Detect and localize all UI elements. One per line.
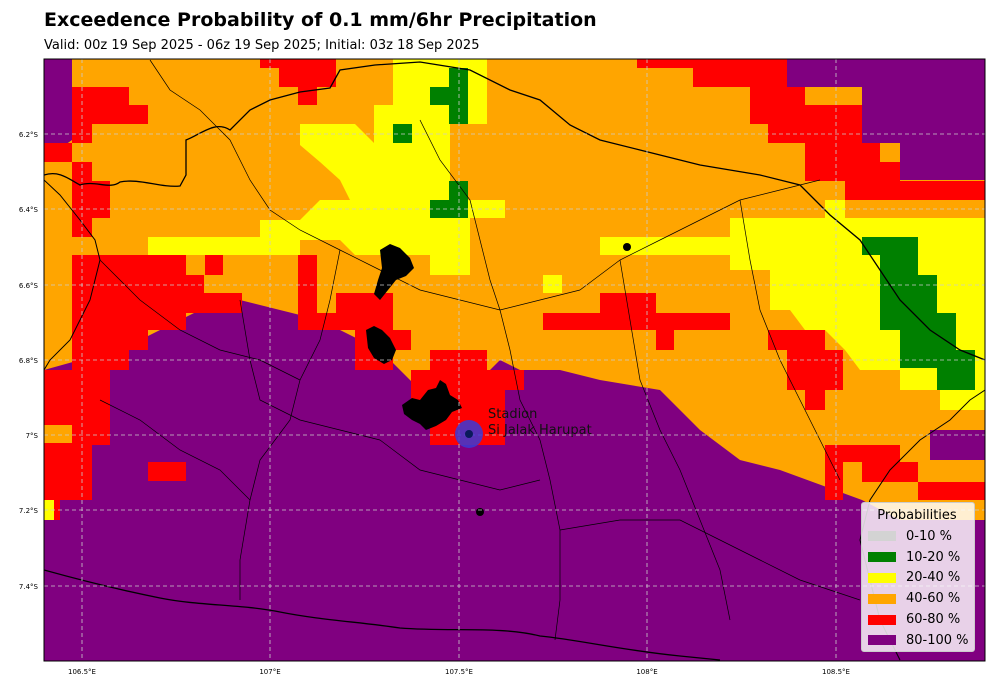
boundaries bbox=[44, 59, 985, 661]
y-tick-label: 6.8°S bbox=[19, 357, 39, 365]
district-border-12 bbox=[239, 299, 381, 441]
urban-areas bbox=[366, 243, 631, 516]
gridlines bbox=[44, 59, 985, 661]
region-40-60-w bbox=[44, 425, 72, 443]
legend-swatch bbox=[868, 593, 896, 604]
legend: Probabilities 0-10 % 10-20 % 20-40 % 40-… bbox=[861, 502, 975, 652]
urban-north bbox=[374, 244, 414, 300]
region-60-80-center-east bbox=[543, 293, 730, 350]
legend-swatch bbox=[868, 572, 896, 583]
legend-swatch bbox=[868, 614, 896, 625]
map-subtitle: Valid: 00z 19 Sep 2025 - 06z 19 Sep 2025… bbox=[44, 38, 480, 53]
y-tick-label: 6.6°S bbox=[19, 282, 39, 290]
station-label-line2: Si Jalak Harupat bbox=[488, 423, 592, 438]
station-dot bbox=[465, 430, 473, 438]
district-border-8 bbox=[99, 399, 251, 501]
legend-item: 10-20 % bbox=[868, 547, 966, 568]
region-40-60 bbox=[44, 59, 985, 520]
legend-label: 40-60 % bbox=[906, 591, 961, 607]
district-border-11 bbox=[419, 119, 501, 311]
region-10-20-east bbox=[862, 237, 975, 390]
urban-cimahi bbox=[366, 326, 396, 364]
x-tick-label: 107.5°E bbox=[445, 668, 473, 676]
district-border-3 bbox=[499, 309, 561, 641]
region-60-80-small bbox=[148, 462, 186, 481]
legend-label: 10-20 % bbox=[906, 549, 961, 565]
province-border bbox=[44, 179, 101, 371]
x-tick-label: 107°E bbox=[259, 668, 280, 676]
district-border-2 bbox=[239, 249, 341, 600]
map-frame bbox=[43, 58, 986, 662]
legend-swatch bbox=[868, 531, 896, 542]
district-border-9 bbox=[379, 439, 541, 491]
region-40-60-small bbox=[186, 255, 205, 275]
district-border-10 bbox=[559, 519, 861, 601]
legend-swatch bbox=[868, 552, 896, 563]
x-axis: 106.5°E 107°E 107.5°E 108°E 108.5°E bbox=[68, 668, 850, 676]
y-tick-label: 6.2°S bbox=[19, 131, 39, 139]
legend-swatch bbox=[868, 635, 896, 646]
legend-item: 40-60 % bbox=[868, 588, 966, 609]
district-border-5 bbox=[619, 259, 731, 621]
region-10-20-north-a bbox=[449, 68, 468, 124]
region-60-80-sw bbox=[44, 255, 242, 520]
district-border-1 bbox=[149, 59, 581, 311]
region-10-20-north-c bbox=[393, 124, 412, 143]
legend-item: 80-100 % bbox=[868, 630, 969, 651]
y-tick-label: 7.2°S bbox=[19, 507, 39, 515]
region-60-80-east bbox=[768, 330, 843, 410]
station-marker[interactable] bbox=[455, 420, 483, 448]
region-60-80-se bbox=[825, 445, 985, 500]
legend-item: 60-80 % bbox=[868, 609, 966, 630]
y-axis: 6.2°S 6.4°S 6.6°S 6.8°S 7°S 7.2°S 7.4°S bbox=[19, 131, 39, 591]
region-60-80-west bbox=[44, 143, 72, 162]
region-20-40-small bbox=[543, 275, 562, 293]
station-label-line1: Stadion bbox=[488, 407, 537, 422]
legend-label: 0-10 % bbox=[906, 528, 952, 544]
legend-label: 60-80 % bbox=[906, 612, 961, 628]
legend-item: 0-10 % bbox=[868, 526, 966, 547]
map-title: Exceedence Probability of 0.1 mm/6hr Pre… bbox=[44, 9, 597, 31]
coastline-south bbox=[44, 569, 721, 661]
legend-label: 80-100 % bbox=[906, 632, 969, 648]
region-20-40-center bbox=[148, 59, 505, 275]
y-tick-label: 7°S bbox=[26, 432, 39, 440]
region-10-20-north-d bbox=[449, 181, 468, 218]
x-tick-label: 108°E bbox=[636, 668, 657, 676]
region-10-20-north-b bbox=[430, 87, 449, 105]
urban-spot-1 bbox=[623, 243, 631, 251]
urban-spot-2 bbox=[476, 508, 484, 516]
urban-bandung bbox=[402, 380, 462, 430]
region-60-80-n bbox=[260, 59, 336, 105]
legend-item: 20-40 % bbox=[868, 568, 966, 589]
legend-label: 20-40 % bbox=[906, 570, 961, 586]
region-60-80-ne bbox=[637, 59, 985, 200]
x-tick-label: 106.5°E bbox=[68, 668, 96, 676]
x-tick-label: 108.5°E bbox=[822, 668, 850, 676]
region-60-80-nw bbox=[72, 87, 148, 237]
y-tick-label: 6.4°S bbox=[19, 206, 39, 214]
y-tick-label: 7.4°S bbox=[19, 583, 39, 591]
legend-title: Probabilities bbox=[877, 508, 957, 523]
district-border-7 bbox=[99, 259, 301, 381]
region-20-40-w bbox=[44, 500, 54, 520]
coastline-north bbox=[44, 61, 985, 361]
